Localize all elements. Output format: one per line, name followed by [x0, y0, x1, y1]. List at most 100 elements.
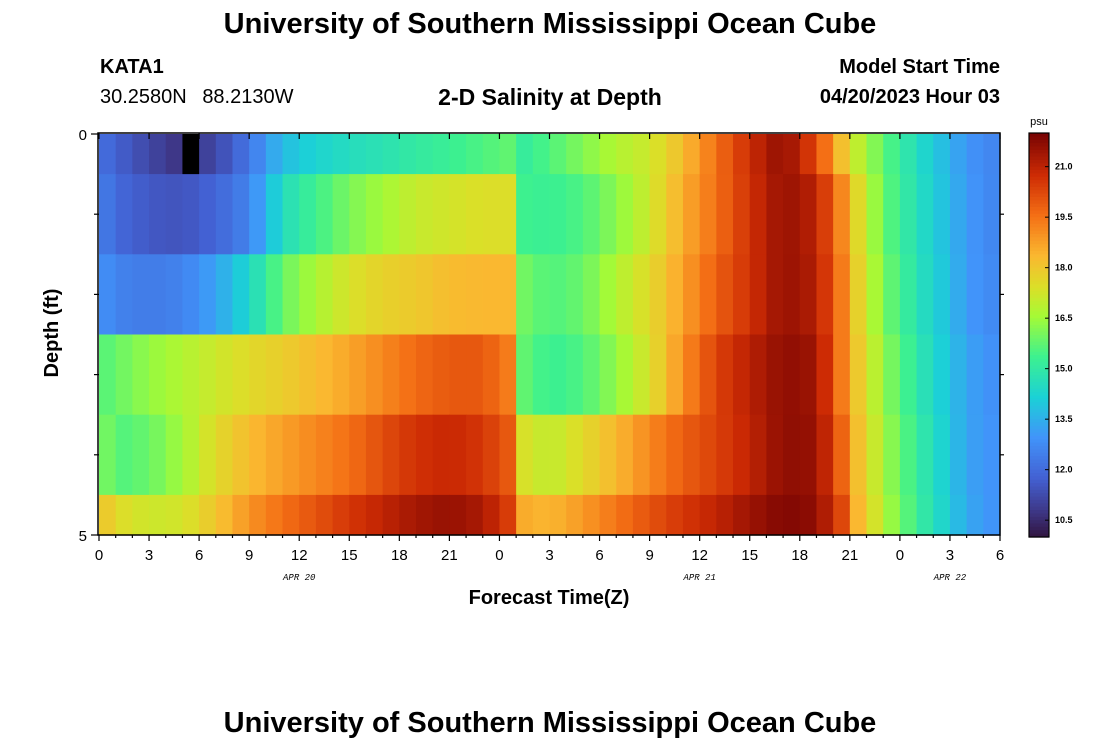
colorbar-segment: [1029, 469, 1049, 474]
colorbar-segment: [1029, 156, 1049, 161]
heatmap-cell: [416, 414, 434, 496]
heatmap-cell: [883, 414, 901, 496]
colorbar-segment: [1029, 250, 1049, 255]
heatmap-cell: [649, 334, 667, 416]
heatmap-cell: [766, 174, 784, 255]
x-tick-label: 0: [495, 547, 503, 564]
heatmap-cell: [632, 134, 651, 175]
heatmap-cell: [883, 254, 901, 336]
colorbar-segment: [1029, 526, 1049, 531]
colorbar-segment: [1029, 361, 1049, 366]
colorbar-segment: [1029, 506, 1049, 511]
heatmap-cell: [199, 334, 217, 416]
heatmap-cell: [199, 414, 217, 496]
colorbar-segment: [1029, 143, 1049, 148]
heatmap-cell: [382, 494, 400, 536]
colorbar-segment: [1029, 210, 1049, 215]
heatmap-cell: [632, 494, 651, 536]
heatmap-cell: [699, 494, 717, 536]
heatmap-cell: [566, 334, 584, 416]
heatmap-cell: [883, 494, 901, 536]
heatmap-cell: [849, 174, 868, 255]
footer-title: University of Southern Mississippi Ocean…: [223, 707, 877, 739]
heatmap-cell: [265, 494, 284, 536]
heatmap-cell: [215, 254, 234, 336]
heatmap-cell: [132, 414, 150, 496]
heatmap-cell: [766, 134, 784, 175]
heatmap-cell: [115, 174, 133, 255]
heatmap-cell: [199, 134, 217, 175]
heatmap-cell: [416, 334, 434, 416]
heatmap-cell: [566, 254, 584, 336]
heatmap-cell: [949, 254, 968, 336]
heatmap-cell: [482, 254, 501, 336]
heatmap-cell: [966, 494, 984, 536]
x-tick-label: 15: [741, 547, 758, 564]
heatmap-cell: [933, 494, 951, 536]
heatmap-cell: [299, 254, 317, 336]
heatmap-cell: [582, 134, 601, 175]
heatmap-cell: [516, 494, 534, 536]
x-tick-label: 15: [341, 547, 358, 564]
x-tick-label: 18: [791, 547, 808, 564]
colorbar-segment: [1029, 523, 1049, 528]
heatmap-cell: [816, 414, 834, 496]
heatmap-cell: [549, 494, 567, 536]
heatmap-cell: [516, 174, 534, 255]
colorbar-segment: [1029, 146, 1049, 151]
heatmap-cell: [299, 134, 317, 175]
heatmap-cell: [149, 494, 167, 536]
heatmap-cell: [733, 494, 751, 536]
heatmap-cell: [733, 254, 751, 336]
colorbar-segment: [1029, 338, 1049, 343]
heatmap-cell: [549, 334, 567, 416]
colorbar-segment: [1029, 166, 1049, 171]
heatmap-cell: [866, 174, 884, 255]
heatmap-cell: [416, 134, 434, 175]
heatmap-cell: [499, 134, 517, 175]
colorbar-segment: [1029, 207, 1049, 212]
heatmap-cell: [232, 494, 250, 536]
heatmap-cell: [199, 254, 217, 336]
colorbar-tick-label: 19.5: [1055, 212, 1073, 222]
colorbar-segment: [1029, 318, 1049, 323]
heatmap-cell: [432, 174, 450, 255]
heatmap-cell: [349, 414, 367, 496]
station-longitude: 88.2130W: [202, 86, 294, 108]
heatmap-cell: [716, 414, 734, 496]
heatmap-cell: [566, 414, 584, 496]
heatmap-cell: [466, 174, 484, 255]
heatmap-cell: [733, 174, 751, 255]
heatmap-cell: [466, 494, 484, 536]
heatmap-cell: [249, 494, 267, 536]
heatmap-cell: [115, 134, 133, 175]
heatmap-cell: [315, 334, 334, 416]
colorbar-segment: [1029, 462, 1049, 467]
heatmap-cell: [482, 174, 501, 255]
heatmap-cell: [282, 494, 300, 536]
heatmap-cell: [165, 174, 184, 255]
colorbar-segment: [1029, 281, 1049, 286]
colorbar-segment: [1029, 153, 1049, 158]
heatmap-cell: [916, 334, 934, 416]
heatmap-cell: [499, 494, 517, 536]
station-coordinates: 30.2580N 88.2130W: [100, 86, 303, 109]
heatmap-cell: [332, 134, 350, 175]
heatmap-cell: [99, 254, 117, 336]
colorbar-segment: [1029, 297, 1049, 302]
heatmap-cell: [616, 414, 634, 496]
heatmap-cell: [983, 334, 1001, 416]
heatmap-cell: [849, 334, 868, 416]
heatmap-cell: [132, 494, 150, 536]
heatmap-cell: [616, 174, 634, 255]
heatmap-cell: [382, 134, 400, 175]
x-tick-label: 3: [145, 547, 153, 564]
heatmap-cell: [682, 254, 701, 336]
heatmap-cell: [716, 334, 734, 416]
heatmap-cell: [482, 494, 501, 536]
heatmap-cell: [432, 494, 450, 536]
heatmap-cell: [182, 174, 200, 255]
colorbar-segment: [1029, 284, 1049, 289]
heatmap-cell: [182, 334, 200, 416]
